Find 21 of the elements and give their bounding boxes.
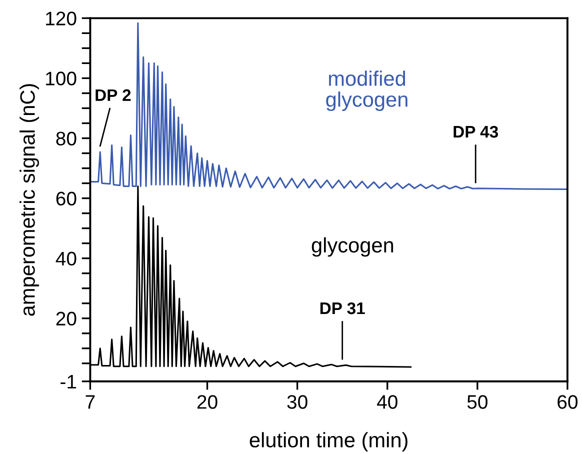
x-tick-label: 60: [558, 395, 578, 409]
annotation: DP 31: [320, 302, 365, 314]
y-axis-title: amperometric signal (nC): [20, 84, 40, 316]
y-tick-label: 100: [46, 72, 76, 86]
text: glycogen: [312, 237, 394, 257]
text: modified glycogen: [326, 70, 408, 111]
y-tick-label: 60: [56, 192, 76, 206]
x-tick-label: 30: [287, 395, 308, 409]
x-tick-label: 20: [197, 395, 218, 409]
y-tick-label: 80: [56, 132, 76, 146]
annotation: DP 2: [96, 89, 131, 101]
line-series: [90, 22, 568, 190]
annotation: DP 43: [454, 126, 498, 138]
y-tick-label: 40: [56, 252, 76, 266]
x-tick-label: 50: [467, 395, 488, 409]
x-axis-title: elution time (min): [250, 432, 408, 452]
x-tick-label: 7: [86, 395, 95, 409]
y-tick-label: 120: [46, 12, 76, 26]
y-tick-label: -1: [60, 375, 76, 388]
y-tick-label: 20: [56, 312, 76, 326]
x-tick-label: 40: [376, 395, 398, 409]
